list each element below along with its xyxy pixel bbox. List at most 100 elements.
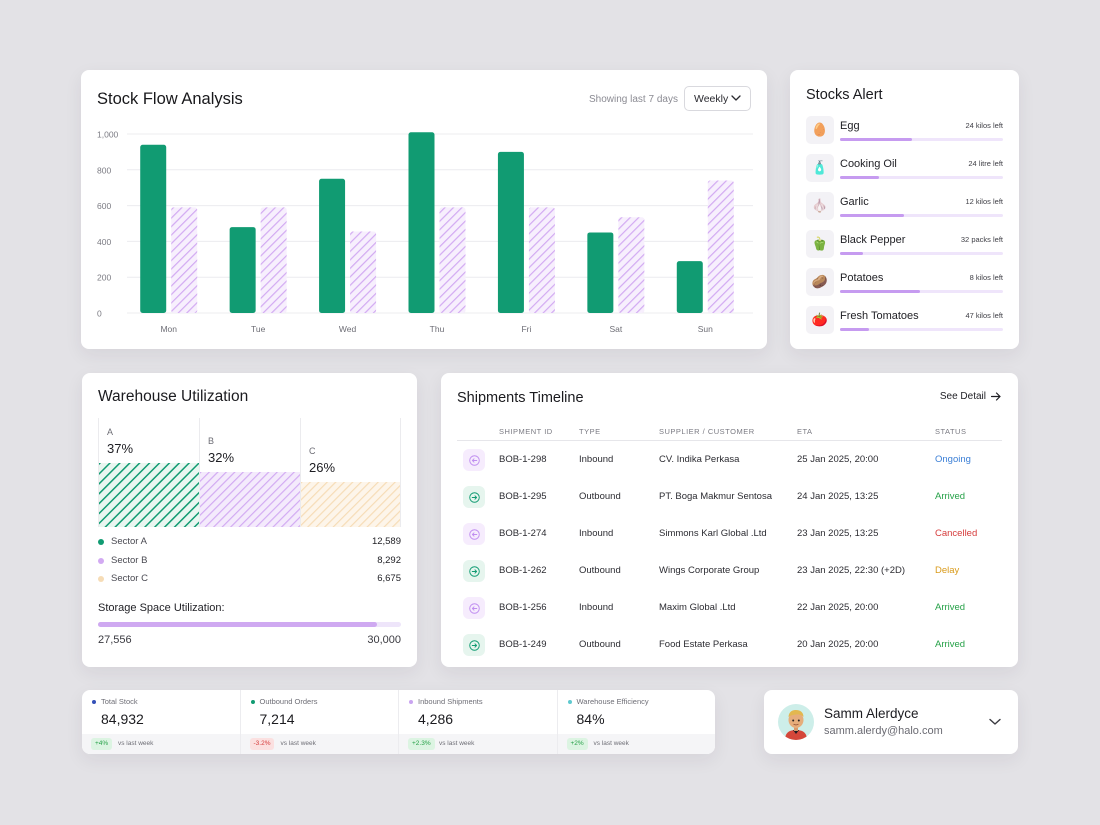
sector-name: Sector A: [111, 536, 147, 547]
shipment-eta: 24 Jan 2025, 13:25: [797, 491, 879, 502]
sector-letter: A: [107, 427, 114, 437]
x-tick-label: Fri: [521, 324, 531, 334]
bar-series-2: [350, 231, 377, 313]
shipment-status: Arrived: [935, 639, 966, 650]
table-row[interactable]: BOB-1-274 Inbound Simmons Karl Global .Ltd…: [457, 523, 1002, 545]
kpi-change-badge: +2%: [566, 738, 588, 750]
bar-series-1: [229, 227, 256, 313]
shipment-party: Food Estate Perkasa: [659, 639, 748, 650]
kpi-vs-label: vs last week: [280, 740, 316, 747]
kpi-footer: +4% vs last week: [82, 734, 240, 754]
shipment-eta: 23 Jan 2025, 13:25: [797, 528, 879, 539]
x-tick-label: Mon: [160, 324, 177, 334]
bar-series-2: [260, 207, 287, 313]
column-eta: ETA: [797, 427, 813, 436]
stock-level-fill: [840, 252, 863, 255]
egg-icon: 🥚: [806, 116, 834, 144]
kpi-change-badge: +2.3%: [408, 738, 435, 750]
shipments-title: Shipments Timeline: [457, 390, 584, 406]
shipment-eta: 22 Jan 2025, 20:00: [797, 602, 879, 613]
stock-item-name: Cooking Oil: [840, 158, 897, 170]
sector-legend-row: Sector B 8,292: [98, 554, 401, 568]
shipment-status: Arrived: [935, 491, 966, 502]
outbound-icon: [463, 486, 485, 508]
kpi-card: Outbound Orders 7,214 -3.2% vs last week: [240, 690, 399, 754]
bar-series-1: [140, 144, 167, 313]
column-status: STATUS: [935, 427, 967, 436]
table-row[interactable]: BOB-1-262 Outbound Wings Corporate Group 23…: [457, 560, 1002, 582]
bar-series-2: [707, 180, 734, 313]
stock-item-name: Black Pepper: [840, 234, 906, 246]
storage-current-value: 27,556: [98, 634, 132, 646]
chevron-down-icon[interactable]: [989, 718, 1001, 726]
kpi-strip: Total Stock 84,932 +4% vs last week Outbound…: [82, 690, 715, 754]
stock-item-name: Fresh Tomatoes: [840, 310, 919, 322]
column-shipment-id: SHIPMENT ID: [499, 427, 553, 436]
inbound-icon: [463, 449, 485, 471]
sector-legend-dot: [98, 557, 104, 564]
bar-series-1: [408, 132, 435, 313]
stock-alert-item[interactable]: 🍅 Fresh Tomatoes 47 kilos left: [806, 306, 1003, 336]
stock-alert-item[interactable]: 🫑 Black Pepper 32 packs left: [806, 230, 1003, 260]
kpi-value: 84%: [576, 711, 605, 727]
stocks-alert-title: Stocks Alert: [806, 87, 883, 103]
potato-icon: 🥔: [806, 268, 834, 296]
arrow-right-icon: [991, 392, 1001, 401]
sector-letter: C: [309, 446, 316, 456]
sector-column: A 37%: [98, 418, 199, 527]
stock-level-bar: [840, 176, 1003, 179]
stock-alert-item[interactable]: 🥚 Egg 24 kilos left: [806, 116, 1003, 146]
x-tick-label: Sun: [698, 324, 713, 334]
period-select[interactable]: Weekly: [684, 86, 751, 111]
garlic-icon: 🧄: [806, 192, 834, 220]
shipment-party: CV. Indika Perkasa: [659, 454, 740, 465]
kpi-card: Inbound Shipments 4,286 +2.3% vs last week: [399, 690, 558, 754]
bar-series-1: [587, 232, 614, 313]
oil-bottle-icon: 🧴: [806, 154, 834, 182]
storage-progress-fill: [98, 622, 377, 627]
see-detail-link[interactable]: See Detail: [940, 391, 1001, 402]
kpi-dot: [409, 700, 413, 704]
stock-level-fill: [840, 138, 912, 141]
table-row[interactable]: BOB-1-249 Outbound Food Estate Perkasa 20 J…: [457, 634, 1002, 656]
shipment-id: BOB-1-262: [499, 565, 547, 576]
kpi-vs-label: vs last week: [118, 740, 154, 747]
kpi-label: Total Stock: [101, 697, 138, 706]
shipment-eta: 23 Jan 2025, 22:30 (+2D): [797, 565, 906, 576]
avatar-illustration: [785, 710, 807, 740]
sector-fill: [99, 463, 199, 527]
stock-flow-card: 1,000 800 600 400 200 0 Mon Tue Wed Thu Fri Sat Sun …: [81, 70, 767, 349]
shipment-id: BOB-1-298: [499, 454, 547, 465]
bar-series-2: [171, 207, 198, 313]
column-supplier-customer: SUPPLIER / CUSTOMER: [659, 427, 755, 436]
kpi-change-badge: -3.2%: [249, 738, 275, 750]
stock-level-bar: [840, 290, 1003, 293]
stock-level-fill: [840, 176, 880, 179]
kpi-dot: [92, 700, 96, 704]
bar-series-2: [528, 207, 555, 313]
stock-level-fill: [840, 328, 870, 331]
kpi-footer: +2% vs last week: [557, 734, 715, 754]
stock-alert-item[interactable]: 🥔 Potatoes 8 kilos left: [806, 268, 1003, 298]
kpi-footer: +2.3% vs last week: [399, 734, 557, 754]
chevron-down-icon: [731, 95, 741, 101]
bar-series-2: [618, 217, 645, 313]
date-range-label: Showing last 7 days: [589, 94, 678, 105]
profile-name: Samm Alerdyce: [824, 706, 919, 721]
shipment-eta: 25 Jan 2025, 20:00: [797, 454, 879, 465]
stock-alert-item[interactable]: 🧄 Garlic 12 kilos left: [806, 192, 1003, 222]
sector-fill: [301, 482, 400, 527]
table-row[interactable]: BOB-1-256 Inbound Maxim Global .Ltd 22 Jan …: [457, 597, 1002, 619]
shipment-type: Outbound: [579, 639, 621, 650]
user-profile-menu[interactable]: Samm Alerdyce samm.alerdy@halo.com: [764, 690, 1018, 754]
table-row[interactable]: BOB-1-298 Inbound CV. Indika Perkasa 25 Jan…: [457, 449, 1002, 471]
table-row[interactable]: BOB-1-295 Outbound PT. Boga Makmur Sentosa…: [457, 486, 1002, 508]
kpi-footer: -3.2% vs last week: [240, 734, 398, 754]
stock-alert-item[interactable]: 🧴 Cooking Oil 24 litre left: [806, 154, 1003, 184]
outbound-icon: [463, 560, 485, 582]
shipment-id: BOB-1-295: [499, 491, 547, 502]
shipment-party: Wings Corporate Group: [659, 565, 760, 576]
shipment-type: Outbound: [579, 565, 621, 576]
sector-letter: B: [208, 436, 215, 446]
shipment-type: Inbound: [579, 528, 614, 539]
